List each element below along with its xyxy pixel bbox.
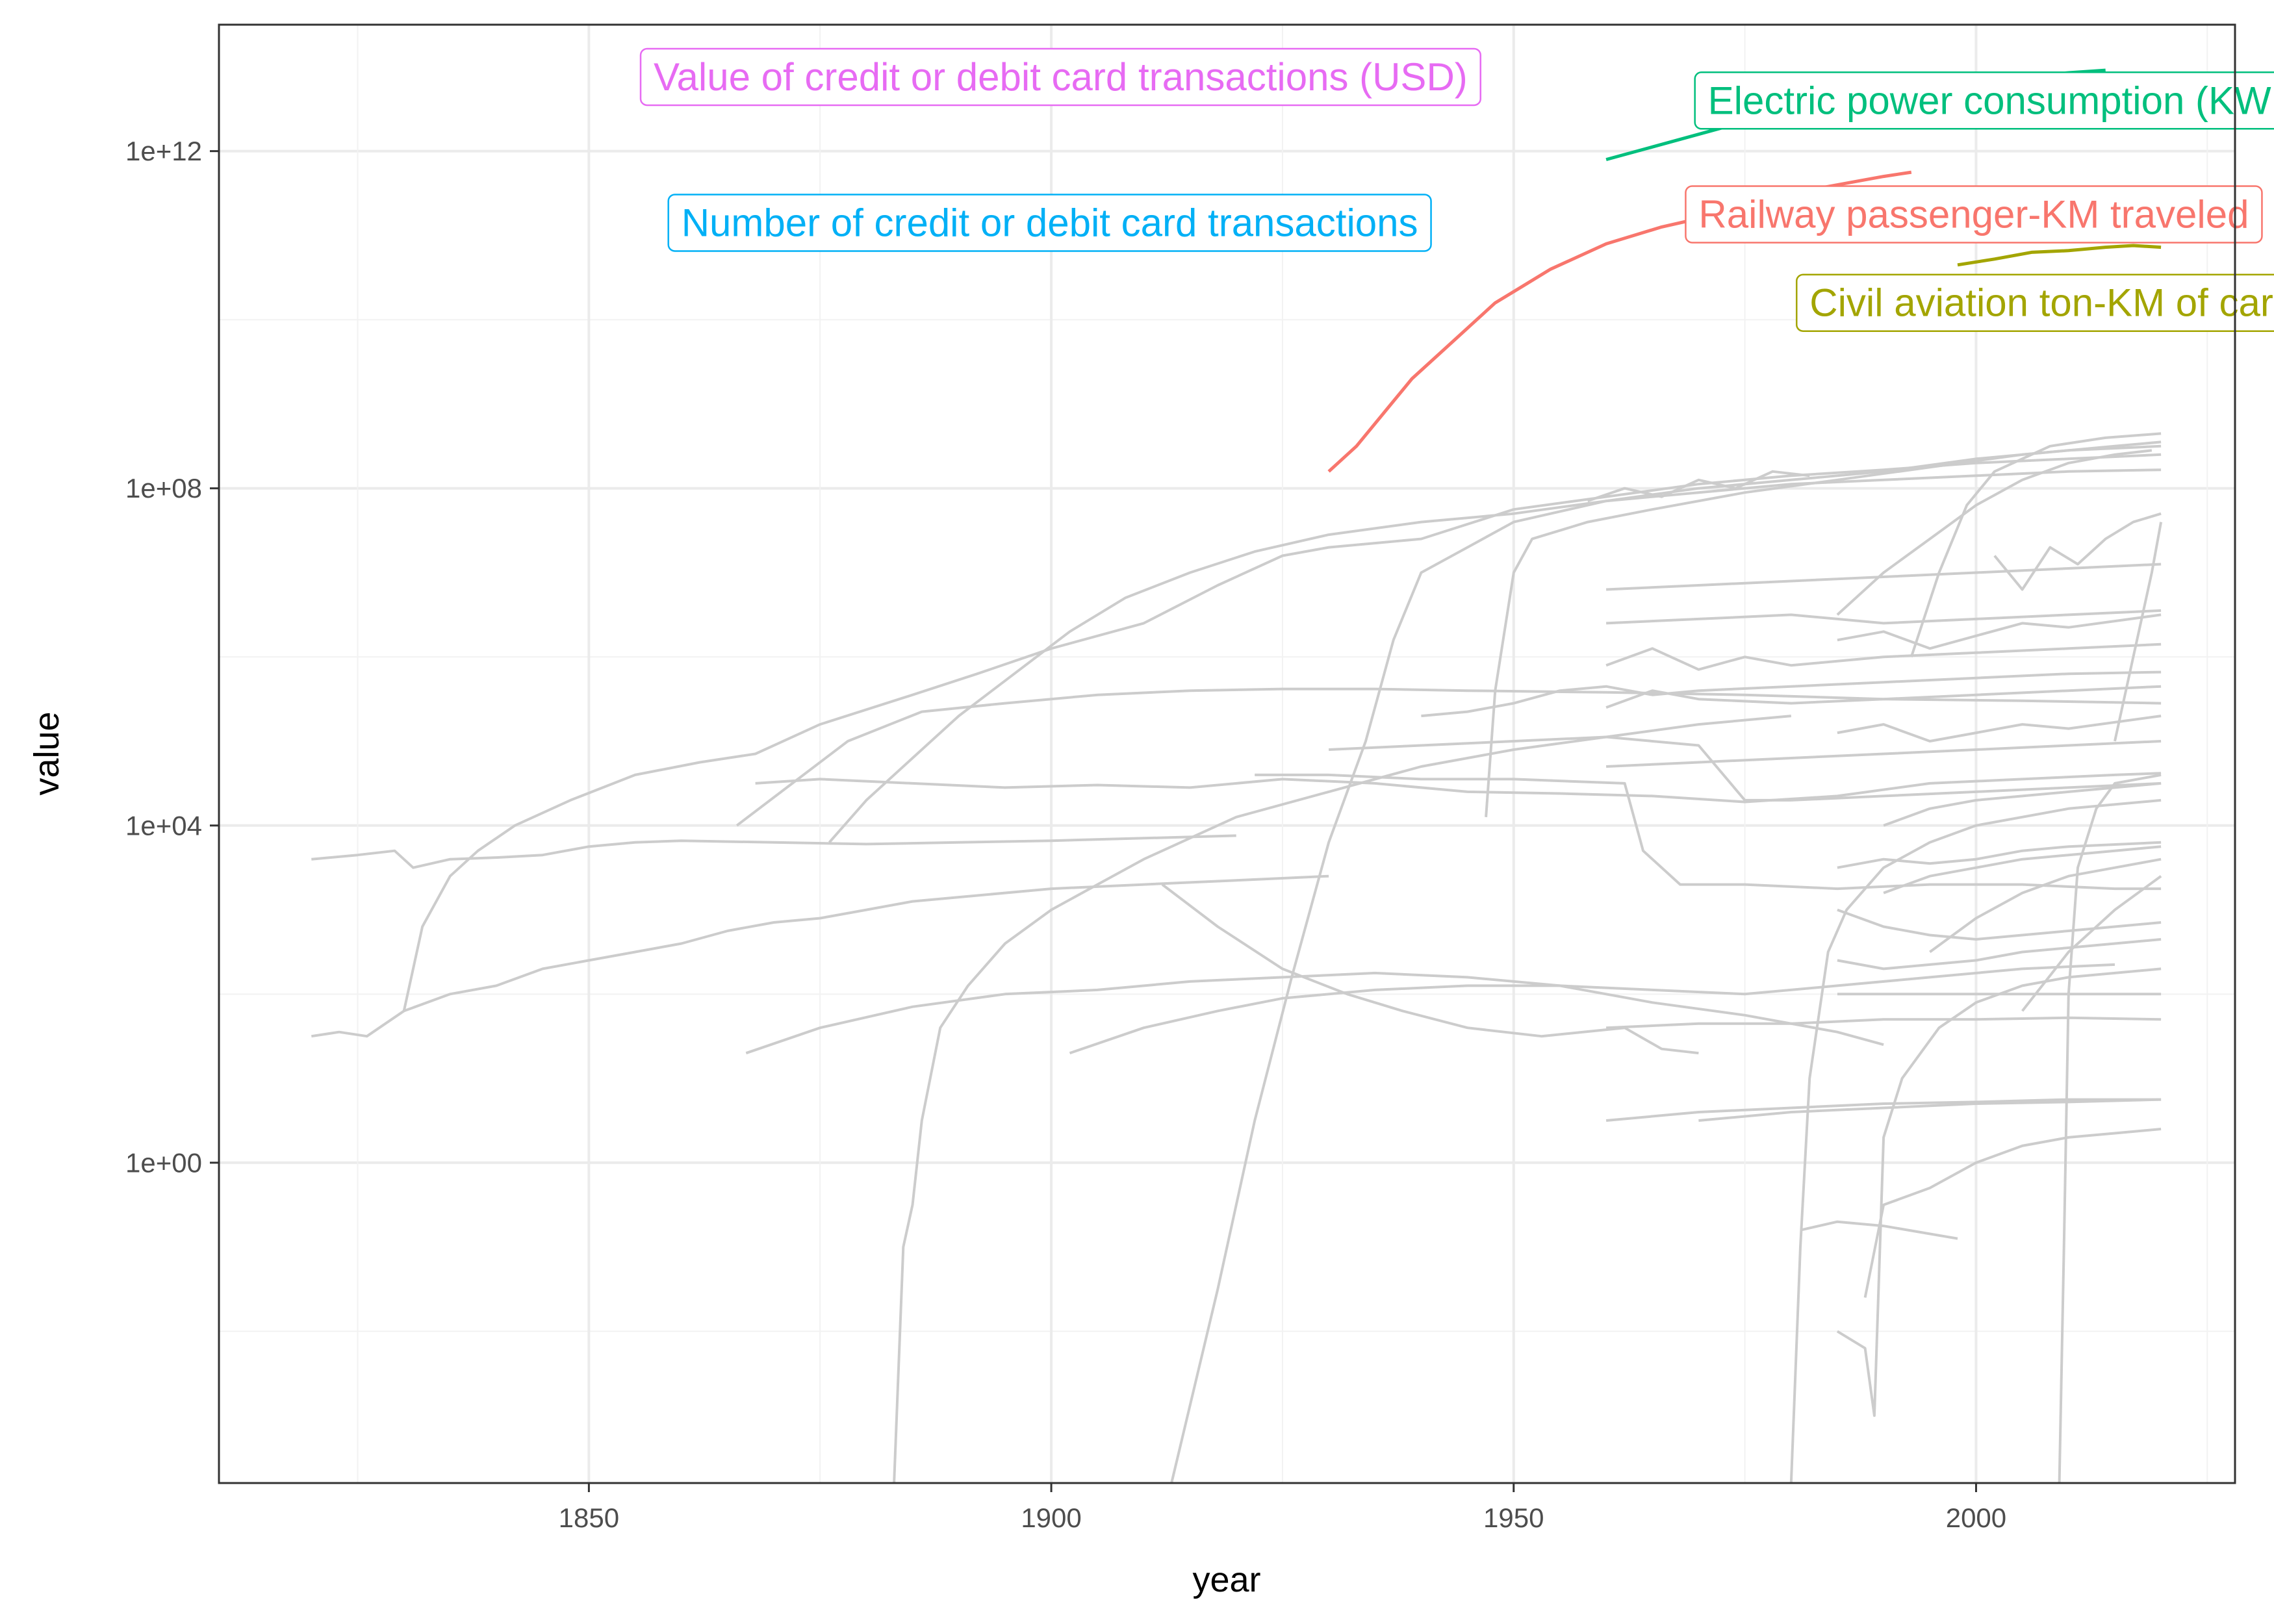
plot-panel-border xyxy=(218,23,2236,1484)
series-label-text: Electric power consumption (KWH) xyxy=(1708,79,2274,122)
background-series-line xyxy=(1910,432,2162,657)
background-series-line xyxy=(745,971,1884,1055)
series-label-text: Civil aviation ton-KM of cargo carried xyxy=(1809,281,2274,325)
background-series-line xyxy=(402,453,2162,1011)
x-tick-label: 1850 xyxy=(559,1503,619,1533)
background-series-line xyxy=(1605,685,2162,709)
series-label-box xyxy=(667,194,1432,252)
background-series-line xyxy=(1605,642,2162,671)
series-label: Civil aviation ton-KM of cargo carried xyxy=(1795,273,2274,332)
background-series-line xyxy=(1605,1098,2162,1122)
background-series-line xyxy=(1836,449,2153,616)
series-label-box xyxy=(1694,71,2274,130)
background-series-line xyxy=(1837,715,2162,742)
background-series-line xyxy=(1929,857,2162,954)
background-series-line xyxy=(2114,522,2163,742)
highlighted-series-line xyxy=(1957,244,2162,267)
y-axis-ticks: 1e+00 1e+04 1e+08 1e+12 xyxy=(125,136,219,1178)
y-tick-label: 1e+08 xyxy=(125,473,202,503)
background-series-line xyxy=(1789,798,2162,1484)
background-series-line xyxy=(1170,444,2162,1484)
x-axis-ticks: 1850 1900 1950 2000 xyxy=(559,1483,2006,1533)
background-series-line xyxy=(311,834,1236,869)
background-series-line xyxy=(1161,883,1699,1055)
background-series-line xyxy=(1837,908,2162,941)
grid-lines xyxy=(219,25,2235,1483)
x-tick-label: 1950 xyxy=(1483,1503,1544,1533)
background-series-line xyxy=(1863,1128,2162,1298)
background-series-line xyxy=(2058,773,2162,1484)
y-tick-label: 1e+00 xyxy=(125,1147,202,1178)
background-series-line xyxy=(1837,613,2162,650)
background-series-line xyxy=(1329,735,2162,802)
series-label: Electric power consumption (KWH) xyxy=(1694,71,2274,130)
y-tick-label: 1e+12 xyxy=(125,136,202,166)
series-label-text: Value of credit or debit card transactio… xyxy=(654,55,1468,99)
background-series-line xyxy=(1069,963,2115,1055)
background-series-line xyxy=(1606,563,2162,591)
series-label-text: Railway passenger-KM traveled xyxy=(1698,192,2249,236)
background-series-line xyxy=(1883,845,2162,894)
background-series-line xyxy=(1587,470,1810,503)
background-series-line xyxy=(1255,773,2162,891)
x-tick-label: 2000 xyxy=(1946,1503,2006,1533)
background-series-line xyxy=(1421,670,2162,718)
background-series-group xyxy=(311,432,2163,1484)
background-series-line xyxy=(828,468,2162,844)
background-series-line xyxy=(755,772,2162,804)
background-series-line xyxy=(1698,1098,2162,1122)
background-series-line xyxy=(1837,938,2162,971)
background-series-line xyxy=(1993,512,2162,591)
x-tick-label: 1900 xyxy=(1021,1503,1081,1533)
series-label-box xyxy=(1795,273,2274,332)
y-axis-title: value xyxy=(27,711,66,795)
background-series-line xyxy=(1883,781,2162,827)
background-series-line xyxy=(1837,841,2162,869)
background-series-line xyxy=(1800,1220,1958,1240)
background-series-line xyxy=(1606,609,2162,625)
series-label-box xyxy=(639,47,1482,107)
background-series-line xyxy=(893,715,1791,1484)
series-label-text: Number of credit or debit card transacti… xyxy=(682,201,1418,244)
series-label: Railway passenger-KM traveled xyxy=(1685,185,2263,244)
series-label-box xyxy=(1685,185,2263,244)
x-axis-title: year xyxy=(1192,1560,1260,1599)
background-series-line xyxy=(735,687,2162,827)
background-series-line xyxy=(2021,875,2162,1012)
background-series-line xyxy=(1606,740,2162,768)
series-labels-group: Railway passenger-KM traveled Civil aviat… xyxy=(639,47,2274,332)
series-label: Value of credit or debit card transactio… xyxy=(639,47,1482,107)
y-tick-label: 1e+04 xyxy=(125,810,202,841)
series-label: Number of credit or debit card transacti… xyxy=(667,194,1432,252)
background-series-line xyxy=(311,874,1329,1038)
